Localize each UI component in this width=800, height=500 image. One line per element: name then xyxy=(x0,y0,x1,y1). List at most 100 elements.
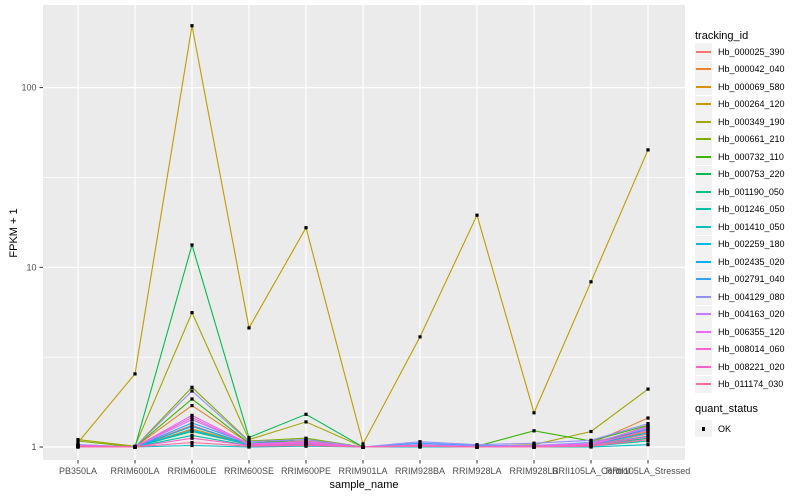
legend-item-label: Hb_001190_050 xyxy=(718,186,784,197)
legend-item: Hb_000042_040 xyxy=(695,60,785,79)
legend-key xyxy=(695,183,712,201)
data-point xyxy=(190,421,194,425)
data-point xyxy=(532,411,536,415)
data-point xyxy=(190,418,194,422)
legend-quant-items: OK xyxy=(695,420,731,438)
legend: tracking_id Hb_000025_390 Hb_000042_040 Hb… xyxy=(695,0,800,500)
legend-key-line xyxy=(696,50,711,53)
legend-item: Hb_001410_050 xyxy=(695,218,785,236)
legend-title-quant-status: quant_status xyxy=(695,403,758,415)
data-point xyxy=(190,428,194,432)
data-point xyxy=(646,435,650,439)
legend-key-line xyxy=(696,120,711,123)
legend-key xyxy=(695,288,712,306)
legend-item-label: Hb_002435_020 xyxy=(718,256,785,267)
legend-key xyxy=(695,78,712,96)
legend-key xyxy=(695,60,712,78)
y-tick-label: 1 xyxy=(31,442,36,452)
legend-key xyxy=(695,218,712,236)
legend-quant-label: OK xyxy=(718,423,732,434)
legend-key-point xyxy=(701,427,706,431)
data-point xyxy=(190,440,194,445)
data-point xyxy=(589,444,593,448)
data-point xyxy=(190,385,194,389)
data-point xyxy=(247,440,251,444)
data-point xyxy=(190,243,194,247)
legend-key-line xyxy=(696,348,711,351)
legend-key xyxy=(695,340,712,358)
legend-item: Hb_000349_190 xyxy=(695,113,785,131)
data-point xyxy=(589,429,593,434)
legend-item-label: Hb_008014_060 xyxy=(718,344,785,355)
legend-item-label: Hb_000069_580 xyxy=(718,81,785,92)
legend-item-label: Hb_000753_220 xyxy=(718,169,785,180)
legend-key-line xyxy=(696,85,711,88)
x-tick-label: RRII105LA_Stressed xyxy=(606,466,691,476)
data-point xyxy=(589,280,593,284)
legend-item: Hb_000753_220 xyxy=(695,165,785,184)
legend-item-label: Hb_006355_120 xyxy=(718,326,785,337)
legend-key-line xyxy=(696,208,711,211)
legend-key-line xyxy=(696,243,711,246)
legend-item-label: Hb_001246_050 xyxy=(718,204,785,215)
x-tick-label: RRIM600LA xyxy=(110,466,159,476)
legend-key xyxy=(695,165,712,183)
data-point xyxy=(304,420,308,424)
data-point xyxy=(361,445,365,449)
legend-key-line xyxy=(696,155,711,158)
legend-item-label: Hb_004163_020 xyxy=(718,309,785,320)
x-tick-label: RRIM600LE xyxy=(167,466,216,476)
legend-item: Hb_004129_080 xyxy=(695,288,785,306)
y-tick-label: 10 xyxy=(26,262,36,272)
data-point xyxy=(532,445,536,449)
legend-key xyxy=(695,358,712,376)
x-tick-label: RRIM600SE xyxy=(224,466,274,476)
data-point xyxy=(304,226,308,230)
legend-item: Hb_000025_390 xyxy=(695,43,785,61)
legend-item: Hb_000732_110 xyxy=(695,148,785,166)
legend-key-line xyxy=(696,138,711,141)
legend-item: Hb_000069_580 xyxy=(695,78,785,96)
legend-key-line xyxy=(696,103,711,106)
data-point xyxy=(247,444,251,448)
data-point xyxy=(646,148,650,152)
data-point xyxy=(190,389,194,393)
legend-key-line xyxy=(696,68,711,71)
legend-item-label: Hb_008221_020 xyxy=(718,361,785,372)
data-point xyxy=(589,438,593,442)
legend-item-label: Hb_002791_040 xyxy=(718,274,785,285)
data-point xyxy=(646,387,650,391)
legend-key xyxy=(695,270,712,288)
legend-key-line xyxy=(696,190,711,193)
legend-key xyxy=(695,305,712,323)
data-point xyxy=(76,439,80,443)
legend-key-line xyxy=(696,278,711,281)
y-tick-label: 100 xyxy=(21,83,36,93)
legend-key-line xyxy=(696,173,711,176)
legend-item: Hb_002435_020 xyxy=(695,253,785,271)
data-point xyxy=(190,397,194,401)
legend-item: Hb_001246_050 xyxy=(695,200,785,219)
data-point xyxy=(646,424,650,429)
x-tick-label: RRIM928LB xyxy=(509,466,558,476)
x-tick-label: RRIM901LA xyxy=(338,466,387,476)
data-point xyxy=(190,415,194,420)
legend-item-label: Hb_002259_180 xyxy=(718,239,785,250)
legend-title-tracking-id: tracking_id xyxy=(695,30,749,42)
data-point xyxy=(475,445,479,449)
legend-key-line xyxy=(696,330,711,333)
legend-key xyxy=(695,95,712,113)
data-point xyxy=(532,441,536,445)
data-point xyxy=(418,335,422,339)
legend-tracking-items: Hb_000025_390 Hb_000042_040 Hb_000069_580 H… xyxy=(695,43,785,393)
legend-item: Hb_011174_030 xyxy=(695,375,785,394)
data-point xyxy=(190,436,194,440)
legend-item: Hb_002791_040 xyxy=(695,270,785,289)
data-point xyxy=(532,429,536,433)
y-axis-title: FPKM + 1 xyxy=(8,208,20,258)
data-point xyxy=(190,311,194,315)
data-point xyxy=(304,412,308,416)
data-point xyxy=(76,445,80,449)
legend-item-label: Hb_000732_110 xyxy=(718,151,784,162)
